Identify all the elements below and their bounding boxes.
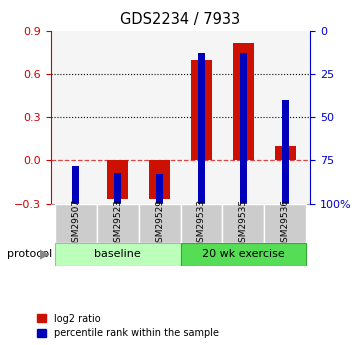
Bar: [275, 146, 296, 160]
Bar: [191, 60, 212, 160]
Text: GSM29529: GSM29529: [155, 199, 164, 248]
Bar: [72, 166, 79, 204]
Text: protocol: protocol: [7, 249, 52, 259]
Bar: [264, 204, 306, 243]
Legend: log2 ratio, percentile rank within the sample: log2 ratio, percentile rank within the s…: [37, 314, 219, 338]
Text: GSM29536: GSM29536: [281, 199, 290, 248]
Bar: [180, 204, 222, 243]
Text: GSM29533: GSM29533: [197, 199, 206, 248]
Bar: [107, 160, 128, 199]
Bar: [222, 204, 264, 243]
Bar: [156, 174, 163, 204]
Bar: [97, 204, 139, 243]
Bar: [180, 243, 306, 266]
Text: GDS2234 / 7933: GDS2234 / 7933: [121, 12, 240, 27]
Bar: [55, 204, 97, 243]
Bar: [55, 243, 180, 266]
Bar: [114, 172, 121, 204]
Text: GSM29523: GSM29523: [113, 199, 122, 248]
Text: ▶: ▶: [40, 248, 50, 261]
Bar: [233, 42, 254, 160]
Bar: [149, 160, 170, 198]
Text: baseline: baseline: [94, 249, 141, 259]
Bar: [282, 100, 289, 204]
Text: GSM29535: GSM29535: [239, 199, 248, 248]
Text: 20 wk exercise: 20 wk exercise: [202, 249, 285, 259]
Text: GSM29507: GSM29507: [71, 199, 80, 248]
Bar: [240, 53, 247, 204]
Bar: [139, 204, 180, 243]
Bar: [198, 53, 205, 204]
